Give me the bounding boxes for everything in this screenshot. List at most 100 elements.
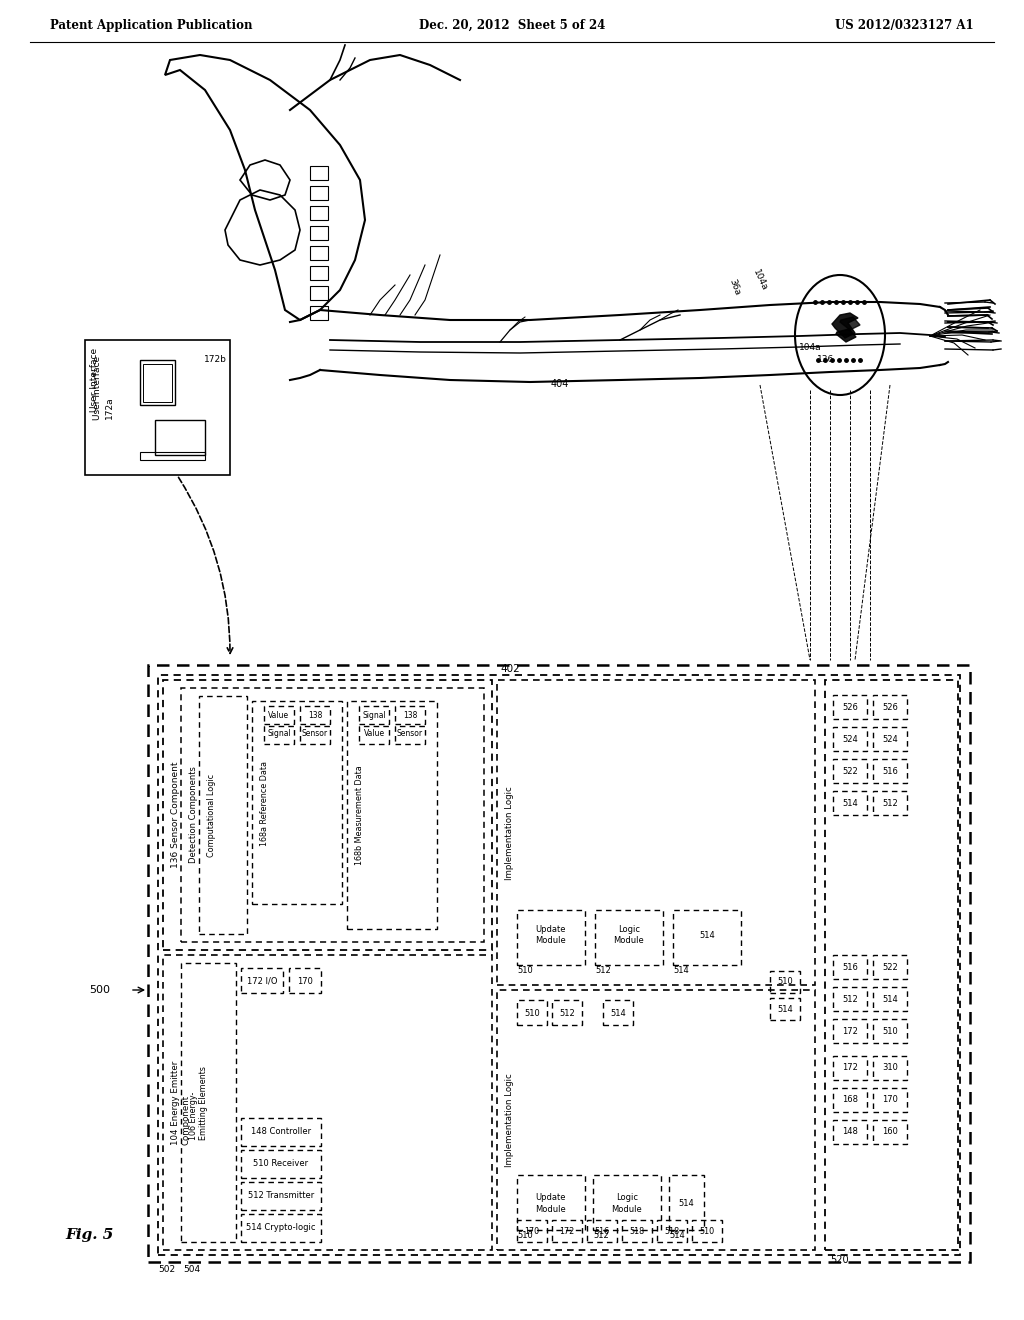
Text: 510: 510 [524, 1008, 540, 1018]
Bar [310, 166, 328, 180]
Text: 510: 510 [777, 978, 793, 986]
Text: 172: 172 [842, 1027, 858, 1035]
Text: 510: 510 [882, 1027, 898, 1035]
Text: 106 Energy-
Emitting Elements: 106 Energy- Emitting Elements [189, 1067, 209, 1140]
Bar [181, 688, 484, 942]
Text: 160: 160 [882, 1127, 898, 1137]
Bar [395, 706, 425, 723]
Bar [241, 1181, 321, 1210]
Bar [300, 726, 330, 744]
Bar [359, 726, 389, 744]
Bar [300, 706, 330, 723]
Polygon shape [840, 317, 860, 330]
Bar [770, 972, 800, 993]
Bar [310, 286, 328, 300]
Text: 514: 514 [673, 966, 689, 975]
Text: 138: 138 [308, 710, 323, 719]
Bar [622, 1220, 652, 1242]
Text: 104 Energy Emitter
Component: 104 Energy Emitter Component [171, 1061, 190, 1146]
Bar [873, 696, 907, 719]
Bar [873, 759, 907, 783]
Text: 510 Receiver: 510 Receiver [253, 1159, 308, 1168]
Text: 172: 172 [842, 1064, 858, 1072]
Bar [497, 990, 815, 1250]
Bar [833, 727, 867, 751]
Text: 500: 500 [89, 985, 110, 995]
Text: 524: 524 [882, 734, 898, 743]
Text: US 2012/0323127 A1: US 2012/0323127 A1 [836, 18, 974, 32]
Text: 402: 402 [500, 664, 520, 675]
Text: 170: 170 [524, 1226, 540, 1236]
Text: 170: 170 [297, 977, 313, 986]
Text: 502: 502 [158, 1265, 175, 1274]
Bar [770, 998, 800, 1020]
Text: 514: 514 [678, 1199, 694, 1208]
Text: Patent Application Publication: Patent Application Publication [50, 18, 253, 32]
Text: 170: 170 [882, 1096, 898, 1105]
Bar [264, 726, 294, 744]
Polygon shape [831, 313, 858, 338]
Bar [241, 1214, 321, 1242]
Text: Signal: Signal [362, 710, 386, 719]
Text: 172b: 172b [204, 355, 226, 364]
Polygon shape [836, 329, 856, 342]
Bar [517, 909, 585, 965]
Text: 516: 516 [595, 1226, 609, 1236]
Bar [833, 1119, 867, 1144]
Bar [833, 1056, 867, 1080]
Bar [603, 1001, 633, 1026]
Text: Implementation Logic: Implementation Logic [505, 1073, 514, 1167]
Bar [252, 701, 342, 904]
Text: Update
Module: Update Module [536, 925, 566, 945]
Bar [181, 964, 236, 1242]
Bar [143, 364, 172, 403]
Bar [552, 1001, 582, 1026]
Text: 136 Sensor Component: 136 Sensor Component [171, 762, 180, 869]
Text: Fig. 5: Fig. 5 [65, 1228, 114, 1242]
Text: 526: 526 [842, 702, 858, 711]
Text: 526: 526 [882, 702, 898, 711]
Bar [873, 1019, 907, 1043]
Text: 510: 510 [517, 966, 532, 975]
Text: 148: 148 [842, 1127, 858, 1137]
Text: 138: 138 [402, 710, 417, 719]
Bar [158, 675, 961, 1255]
Text: 168b Measurement Data: 168b Measurement Data [355, 766, 364, 865]
Text: 172a: 172a [105, 397, 114, 420]
Bar [873, 1088, 907, 1111]
Bar [241, 968, 283, 993]
Text: 514: 514 [669, 1232, 685, 1239]
Bar [873, 954, 907, 979]
Bar [497, 680, 815, 985]
Text: 136: 136 [817, 355, 835, 364]
Text: 520: 520 [830, 1255, 849, 1265]
Bar [241, 1118, 321, 1146]
Bar [657, 1220, 687, 1242]
Text: 168: 168 [842, 1096, 858, 1105]
Text: Dec. 20, 2012  Sheet 5 of 24: Dec. 20, 2012 Sheet 5 of 24 [419, 18, 605, 32]
Bar [310, 226, 328, 240]
Bar [241, 1150, 321, 1177]
Text: 514: 514 [699, 931, 715, 940]
Text: Signal: Signal [267, 730, 291, 738]
Bar [347, 701, 437, 929]
Text: 514 Crypto-logic: 514 Crypto-logic [246, 1224, 315, 1233]
Bar [155, 420, 205, 455]
Bar [593, 1175, 662, 1230]
Bar [310, 186, 328, 201]
Text: Module: Module [611, 1205, 642, 1214]
Text: Sensor: Sensor [302, 730, 328, 738]
Bar [140, 451, 205, 459]
Text: 510: 510 [699, 1226, 715, 1236]
Text: 518: 518 [630, 1226, 644, 1236]
Text: 514: 514 [842, 799, 858, 808]
Text: 516: 516 [882, 767, 898, 776]
Bar [833, 954, 867, 979]
Text: Implementation Logic: Implementation Logic [505, 787, 514, 880]
Bar [873, 1119, 907, 1144]
Bar [289, 968, 321, 993]
Bar [148, 665, 970, 1262]
Bar [587, 1220, 617, 1242]
Text: User Interface: User Interface [93, 356, 102, 420]
Text: 172 I/O: 172 I/O [247, 977, 278, 986]
